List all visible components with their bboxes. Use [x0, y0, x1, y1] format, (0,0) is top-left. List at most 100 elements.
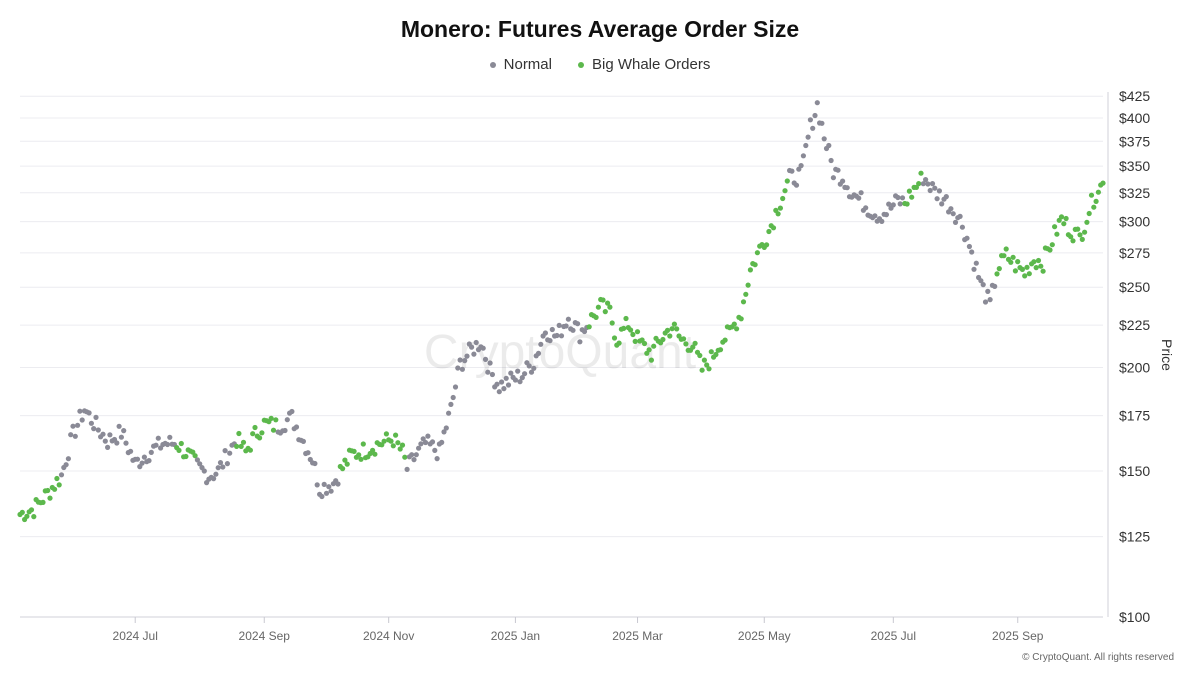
whale-order-point [634, 329, 641, 335]
whale-order-point [178, 440, 184, 447]
normal-order-point [293, 424, 300, 430]
normal-order-point [459, 366, 465, 372]
y-tick-label: $125 [1119, 529, 1150, 545]
whale-order-point [708, 349, 714, 355]
normal-order-point [300, 438, 306, 444]
whale-order-point [1035, 257, 1042, 264]
copyright-footer: © CryptoQuant. All rights reserved [1022, 652, 1174, 663]
normal-order-point [531, 365, 537, 371]
normal-order-point [93, 414, 99, 420]
normal-order-point [462, 358, 468, 364]
x-tick-label: 2025 Sep [992, 629, 1044, 643]
normal-order-point [810, 125, 816, 131]
whale-order-point [1033, 265, 1039, 271]
whale-order-point [1063, 215, 1069, 222]
whale-order-point [47, 495, 53, 501]
whale-order-point [611, 335, 618, 341]
normal-order-point [68, 432, 74, 438]
normal-order-point [321, 481, 327, 487]
normal-order-point [863, 205, 869, 211]
normal-order-point [927, 187, 933, 194]
normal-order-point [107, 432, 113, 438]
normal-order-point [134, 456, 141, 462]
whale-order-point [183, 453, 189, 460]
normal-order-point [121, 428, 127, 434]
normal-order-point [528, 369, 535, 375]
normal-order-point [508, 370, 514, 376]
normal-order-point [194, 457, 200, 463]
normal-order-point [549, 326, 555, 333]
whale-order-point [252, 424, 258, 431]
whale-order-point [351, 448, 357, 454]
x-tick-label: 2024 Nov [363, 629, 414, 643]
y-tick-label: $350 [1119, 158, 1150, 174]
normal-order-point [814, 100, 820, 106]
whale-order-point [671, 321, 678, 327]
normal-order-point [793, 182, 800, 188]
whale-order-point [669, 326, 675, 332]
whale-order-point [674, 326, 680, 332]
whale-order-point [250, 431, 256, 437]
normal-order-point [139, 460, 145, 466]
normal-order-point [929, 181, 936, 187]
normal-order-point [542, 330, 549, 336]
whale-order-point [904, 201, 910, 207]
normal-order-point [58, 472, 65, 478]
whale-order-point [342, 457, 348, 463]
normal-order-point [409, 452, 415, 458]
whale-order-point [994, 271, 1000, 277]
normal-order-point [821, 136, 827, 142]
normal-order-point [515, 368, 521, 374]
whale-order-point [1068, 234, 1074, 240]
whale-order-point [692, 340, 698, 346]
whale-order-point [667, 333, 673, 339]
whale-order-point [916, 181, 922, 187]
whale-order-point [234, 443, 240, 449]
normal-order-point [798, 163, 804, 169]
normal-order-point [570, 327, 576, 333]
whale-order-point [713, 351, 719, 358]
normal-order-point [890, 202, 896, 208]
normal-order-point [577, 339, 583, 345]
normal-order-point [148, 449, 154, 455]
normal-order-point [828, 157, 834, 164]
whale-order-point [19, 509, 25, 515]
normal-order-point [469, 344, 475, 350]
whale-order-point [399, 442, 406, 448]
normal-order-point [494, 381, 500, 387]
normal-order-point [978, 278, 984, 284]
whale-order-point [1024, 264, 1030, 270]
normal-order-point [519, 375, 525, 381]
whale-order-point [1095, 189, 1101, 195]
whale-order-point [1026, 271, 1032, 277]
normal-order-point [95, 427, 101, 433]
legend-item-big-whale-orders[interactable]: Big Whale Orders [577, 56, 710, 73]
whale-order-point [770, 225, 777, 231]
whale-order-point [641, 340, 648, 347]
normal-order-point [100, 431, 106, 437]
normal-order-point [526, 363, 532, 369]
normal-order-point [220, 464, 226, 470]
whale-order-point [268, 415, 274, 421]
normal-order-point [899, 195, 906, 201]
y-axis-label: Price [1159, 339, 1175, 371]
normal-order-point [411, 457, 417, 463]
normal-order-point [932, 185, 938, 191]
normal-order-point [973, 260, 979, 266]
whale-order-point [259, 430, 265, 436]
whale-order-point [607, 304, 613, 310]
normal-order-point [923, 177, 929, 183]
whale-order-point [593, 314, 599, 320]
normal-order-point [114, 440, 120, 446]
normal-order-point [418, 441, 424, 447]
whale-order-point [1100, 180, 1106, 186]
whale-order-point [360, 441, 366, 447]
normal-order-point [105, 444, 111, 450]
normal-order-point [952, 219, 959, 225]
normal-order-point [335, 481, 341, 487]
legend-item-normal[interactable]: Normal [489, 56, 552, 73]
normal-order-point [282, 427, 288, 434]
normal-order-point [326, 484, 332, 490]
normal-order-point [505, 382, 512, 388]
